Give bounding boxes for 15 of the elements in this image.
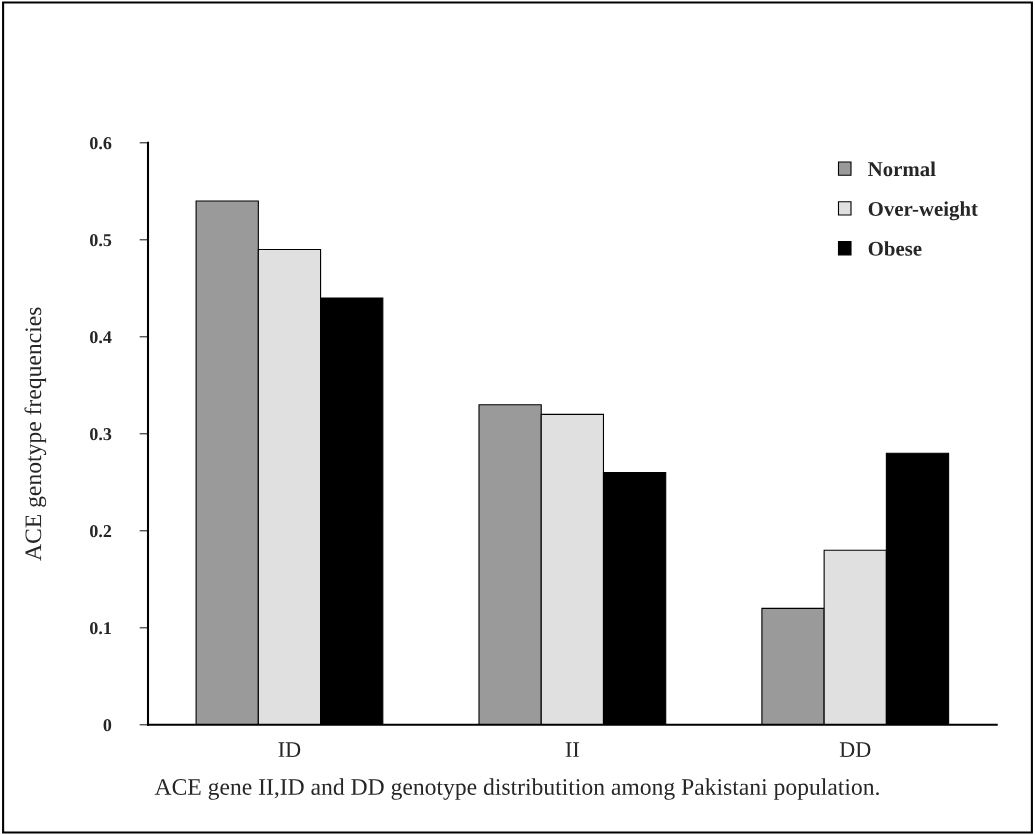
y-tick-label: 0.3: [90, 428, 112, 441]
y-axis-title: ACE genotype frequencies: [24, 307, 47, 561]
x-tick-label: II: [565, 742, 579, 757]
y-tick-label: 0.5: [90, 234, 112, 247]
y-tick-label: 0.2: [90, 525, 112, 538]
y-tick-label: 0: [103, 719, 112, 732]
y-tick-label: 0.1: [90, 622, 111, 635]
y-tick-label: 0.6: [90, 137, 112, 150]
y-tick-label: 0.4: [90, 331, 112, 344]
x-tick-label: DD: [839, 742, 871, 757]
legend-label: Obese: [868, 241, 922, 256]
legend-label: Over-weight: [868, 201, 978, 221]
x-tick-label: ID: [278, 742, 301, 757]
legend-label: Normal: [868, 161, 936, 177]
text: ACE gene II,ID and DD genotype distributition among Pakistani population.: [154, 778, 879, 800]
